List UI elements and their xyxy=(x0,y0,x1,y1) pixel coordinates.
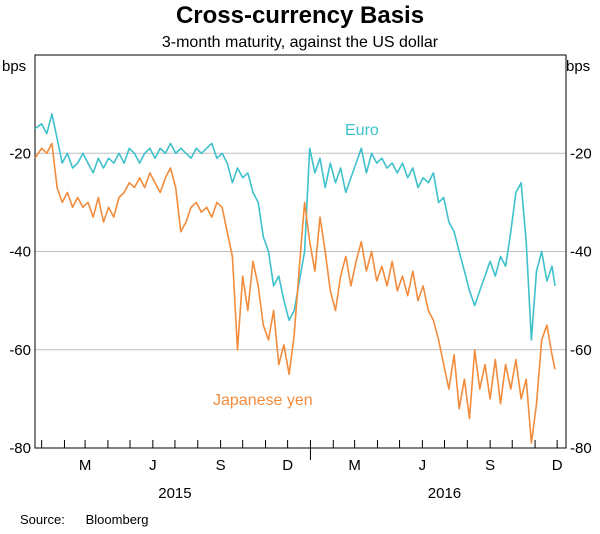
year-label: 2016 xyxy=(428,485,461,502)
x-tick-label: M xyxy=(79,457,92,474)
axis-layer: -20 -20 -40 -40 -60 -60 -80 -80 M J S D M J S D 2015 2016 xyxy=(9,145,591,502)
year-label: 2015 xyxy=(158,485,191,502)
y-tick-label-right: -80 xyxy=(570,440,592,457)
y-tick-label-left: -40 xyxy=(9,244,31,261)
plot-frame xyxy=(34,54,567,449)
x-tick-label: D xyxy=(282,457,293,474)
x-tick-label: J xyxy=(419,457,427,474)
x-tick-label: S xyxy=(216,457,226,474)
y-unit-right: bps xyxy=(566,58,590,75)
source-label: Source: xyxy=(20,512,65,527)
y-tick-label-right: -40 xyxy=(570,244,592,261)
chart-subtitle: 3-month maturity, against the US dollar xyxy=(161,34,439,51)
x-tick-label: J xyxy=(149,457,157,474)
x-tick-label: D xyxy=(552,457,563,474)
x-tick-label: M xyxy=(348,457,361,474)
series-label-japanese-yen: Japanese yen xyxy=(213,392,313,409)
y-tick-label-right: -60 xyxy=(570,342,592,359)
series-label-euro: Euro xyxy=(345,122,379,139)
y-tick-label-left: -80 xyxy=(9,440,31,457)
chart-title: Cross-currency Basis xyxy=(175,2,425,29)
x-tick-label: S xyxy=(485,457,495,474)
series-line-euro xyxy=(34,113,556,341)
source-note: Source: Bloomberg xyxy=(20,512,149,527)
series-line-yen xyxy=(34,142,556,444)
y-tick-label-left: -20 xyxy=(9,145,31,162)
y-unit-left: bps xyxy=(2,58,26,75)
source-value: Bloomberg xyxy=(85,512,149,527)
y-tick-label-right: -20 xyxy=(570,145,592,162)
series-layer xyxy=(34,113,556,444)
y-tick-label-left: -60 xyxy=(9,342,31,359)
